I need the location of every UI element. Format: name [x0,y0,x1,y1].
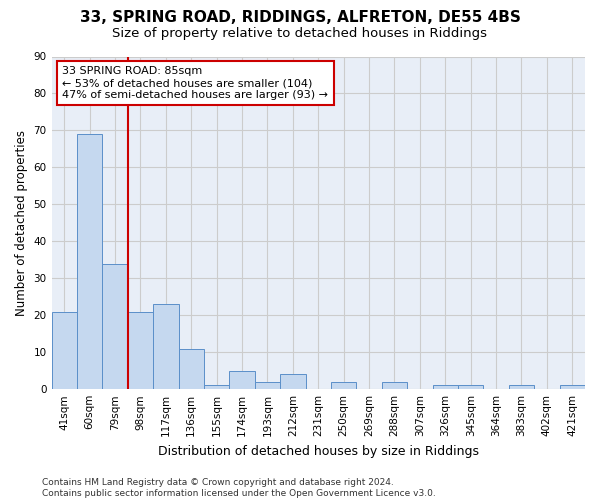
Bar [433,386,458,389]
Text: Contains HM Land Registry data © Crown copyright and database right 2024.
Contai: Contains HM Land Registry data © Crown c… [42,478,436,498]
X-axis label: Distribution of detached houses by size in Riddings: Distribution of detached houses by size … [158,444,479,458]
Y-axis label: Number of detached properties: Number of detached properties [15,130,28,316]
Bar [77,134,103,389]
Bar [280,374,305,389]
Bar [204,386,229,389]
Bar [560,386,585,389]
Text: 33 SPRING ROAD: 85sqm
← 53% of detached houses are smaller (104)
47% of semi-det: 33 SPRING ROAD: 85sqm ← 53% of detached … [62,66,328,100]
Bar [128,312,153,389]
Text: Size of property relative to detached houses in Riddings: Size of property relative to detached ho… [113,28,487,40]
Bar [229,370,255,389]
Bar [458,386,484,389]
Bar [382,382,407,389]
Bar [255,382,280,389]
Bar [103,264,128,389]
Bar [509,386,534,389]
Bar [153,304,179,389]
Bar [179,348,204,389]
Text: 33, SPRING ROAD, RIDDINGS, ALFRETON, DE55 4BS: 33, SPRING ROAD, RIDDINGS, ALFRETON, DE5… [80,10,520,25]
Bar [52,312,77,389]
Bar [331,382,356,389]
